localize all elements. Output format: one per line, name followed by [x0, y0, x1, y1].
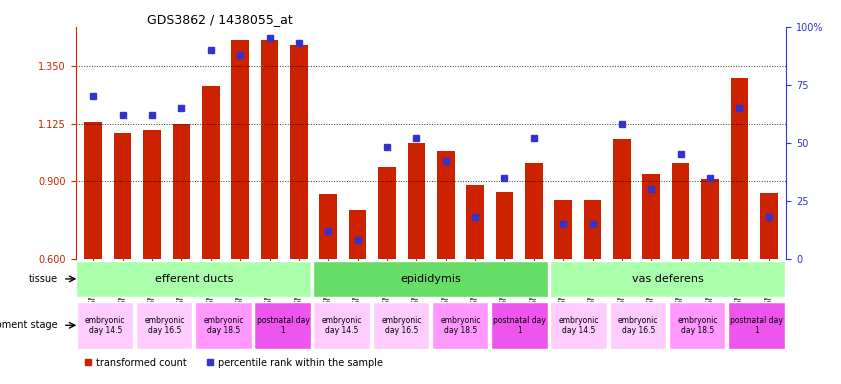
- Bar: [172, 124, 190, 259]
- Bar: [314, 302, 370, 349]
- Bar: [669, 302, 725, 349]
- Text: embryonic
day 16.5: embryonic day 16.5: [381, 316, 421, 335]
- Bar: [643, 174, 660, 259]
- Text: GDS3862 / 1438055_at: GDS3862 / 1438055_at: [146, 13, 293, 26]
- Bar: [466, 185, 484, 259]
- Bar: [550, 302, 607, 349]
- Text: embryonic
day 18.5: embryonic day 18.5: [677, 316, 717, 335]
- Text: embryonic
day 16.5: embryonic day 16.5: [145, 316, 185, 335]
- Text: epididymis: epididymis: [400, 274, 462, 284]
- Bar: [760, 193, 778, 259]
- Bar: [550, 261, 785, 297]
- Bar: [672, 164, 690, 259]
- Bar: [320, 194, 337, 259]
- Text: postnatal day
1: postnatal day 1: [730, 316, 783, 335]
- Bar: [195, 302, 251, 349]
- Bar: [495, 192, 513, 259]
- Bar: [610, 302, 666, 349]
- Text: embryonic
day 16.5: embryonic day 16.5: [618, 316, 659, 335]
- Bar: [143, 130, 161, 259]
- Bar: [135, 302, 193, 349]
- Text: postnatal day
1: postnatal day 1: [257, 316, 309, 335]
- Bar: [231, 40, 249, 259]
- Text: vas deferens: vas deferens: [632, 274, 704, 284]
- Bar: [613, 139, 631, 259]
- Text: embryonic
day 18.5: embryonic day 18.5: [204, 316, 244, 335]
- Bar: [202, 86, 220, 259]
- Bar: [554, 200, 572, 259]
- Bar: [731, 78, 748, 259]
- Bar: [525, 164, 542, 259]
- Text: embryonic
day 14.5: embryonic day 14.5: [558, 316, 600, 335]
- Bar: [432, 302, 489, 349]
- Bar: [77, 302, 133, 349]
- Bar: [261, 40, 278, 259]
- Bar: [436, 151, 454, 259]
- Bar: [254, 302, 311, 349]
- Bar: [349, 210, 367, 259]
- Text: efferent ducts: efferent ducts: [155, 274, 234, 284]
- Bar: [701, 179, 719, 259]
- Bar: [84, 122, 102, 259]
- Text: embryonic
day 18.5: embryonic day 18.5: [441, 316, 481, 335]
- Bar: [114, 132, 131, 259]
- Text: postnatal day
1: postnatal day 1: [494, 316, 547, 335]
- Bar: [408, 143, 426, 259]
- Bar: [313, 261, 548, 297]
- Legend: transformed count, percentile rank within the sample: transformed count, percentile rank withi…: [81, 354, 387, 372]
- Text: embryonic
day 14.5: embryonic day 14.5: [322, 316, 362, 335]
- Bar: [584, 200, 601, 259]
- Text: tissue: tissue: [29, 274, 58, 284]
- Text: development stage: development stage: [0, 320, 58, 330]
- Bar: [77, 261, 311, 297]
- Bar: [728, 302, 785, 349]
- Bar: [378, 167, 396, 259]
- Bar: [491, 302, 547, 349]
- Bar: [373, 302, 429, 349]
- Bar: [290, 45, 308, 259]
- Text: embryonic
day 14.5: embryonic day 14.5: [85, 316, 125, 335]
